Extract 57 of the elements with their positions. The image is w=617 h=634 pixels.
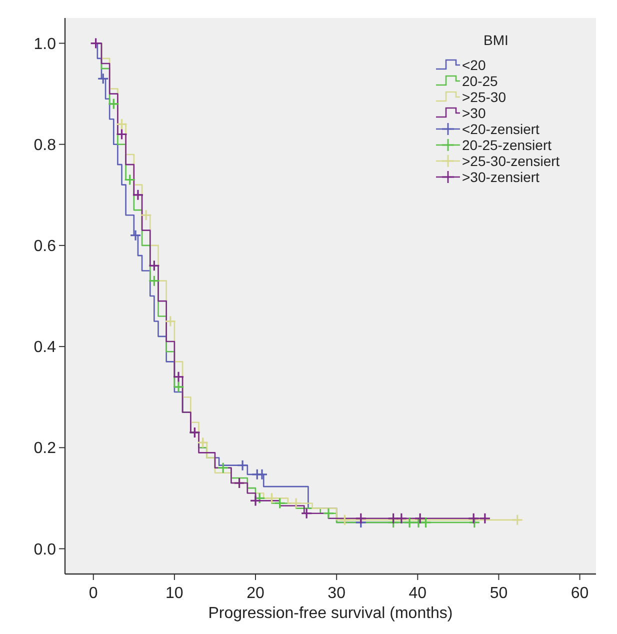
point bbox=[197, 436, 209, 448]
point bbox=[250, 494, 262, 507]
legend-label: >25-30-zensiert bbox=[462, 152, 560, 169]
point bbox=[130, 230, 142, 242]
point bbox=[116, 128, 128, 140]
point bbox=[172, 371, 184, 383]
point bbox=[479, 512, 491, 524]
y-tick-label: 0.4 bbox=[34, 339, 56, 356]
x-tick-label: 40 bbox=[408, 585, 427, 602]
legend-label: <20 bbox=[462, 56, 486, 73]
y-tick-label: 0.2 bbox=[34, 440, 56, 458]
point bbox=[414, 512, 426, 524]
point bbox=[300, 508, 312, 520]
y-tick-label: 0.0 bbox=[34, 541, 56, 558]
point bbox=[140, 209, 152, 221]
point bbox=[512, 514, 524, 526]
x-tick-label: 50 bbox=[490, 585, 508, 602]
point bbox=[172, 381, 184, 393]
point bbox=[322, 508, 334, 520]
legend-label: >30 bbox=[462, 104, 486, 121]
x-tick-label: 30 bbox=[328, 585, 346, 602]
point bbox=[236, 460, 248, 472]
legend-label: 20-25 bbox=[462, 72, 498, 89]
point bbox=[148, 275, 160, 287]
x-tick-label: 0 bbox=[88, 585, 98, 602]
point bbox=[97, 72, 109, 84]
point bbox=[266, 492, 278, 504]
point bbox=[148, 260, 160, 272]
point bbox=[468, 516, 480, 528]
point bbox=[396, 512, 408, 524]
x-tick-label: 20 bbox=[246, 585, 265, 602]
legend-label: 20-25-zensiert bbox=[462, 136, 552, 153]
legend-title: BMI bbox=[484, 32, 508, 48]
point bbox=[290, 497, 302, 510]
point bbox=[116, 118, 128, 130]
legend-label: >25-30 bbox=[462, 88, 506, 105]
point bbox=[274, 497, 286, 510]
y-tick-label: 1.0 bbox=[34, 36, 56, 53]
point bbox=[124, 174, 136, 186]
legend-label: >30-zensiert bbox=[462, 168, 540, 185]
x-axis-title: Progression-free survival (months) bbox=[208, 605, 453, 622]
point bbox=[420, 516, 432, 528]
legend-label: <20-zensiert bbox=[462, 120, 540, 137]
x-tick-label: 10 bbox=[166, 585, 184, 602]
point bbox=[388, 512, 400, 524]
y-tick-label: 0.8 bbox=[34, 136, 56, 154]
point bbox=[468, 512, 480, 524]
point bbox=[132, 189, 144, 201]
point bbox=[338, 514, 350, 526]
y-tick-label: 0.6 bbox=[34, 238, 56, 256]
x-tick-label: 60 bbox=[570, 585, 589, 602]
point bbox=[254, 492, 266, 504]
point bbox=[217, 462, 229, 474]
point bbox=[164, 315, 176, 328]
point bbox=[108, 98, 120, 110]
point bbox=[355, 512, 367, 524]
point bbox=[404, 516, 416, 528]
